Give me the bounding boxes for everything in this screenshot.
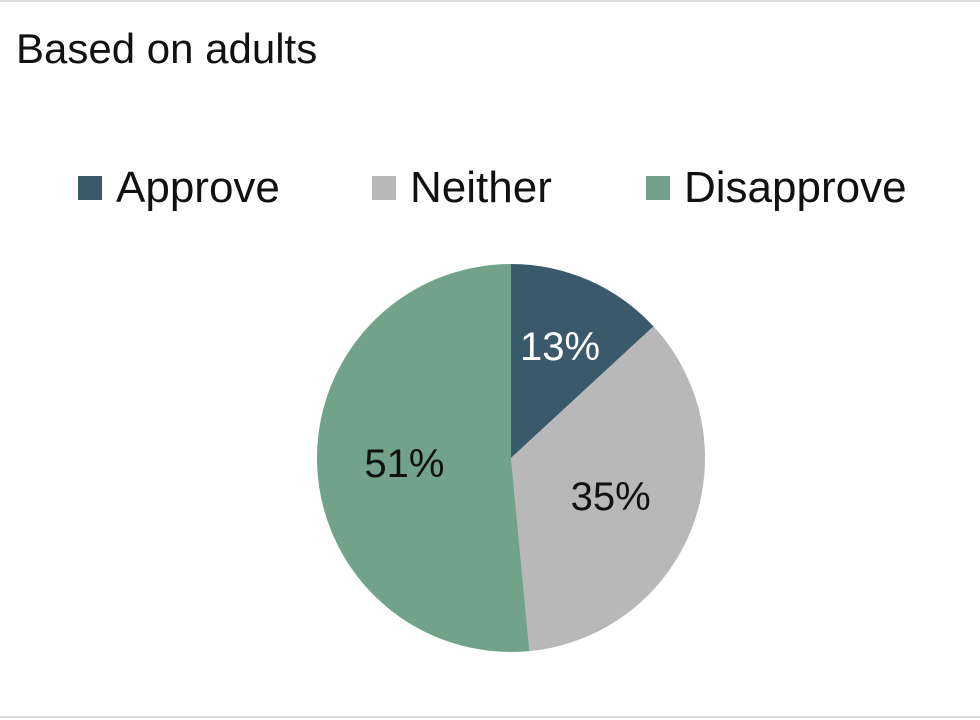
slice-label-approve: 13% [520,325,600,369]
legend-label-disapprove: Disapprove [684,163,907,212]
legend-item-neither: Neither [372,160,552,216]
legend-item-approve: Approve [78,160,280,216]
slice-label-disapprove: 51% [364,442,444,486]
legend-item-disapprove: Disapprove [646,160,907,216]
legend: Approve Neither Disapprove [0,160,980,216]
legend-swatch-approve [78,176,102,200]
legend-swatch-disapprove [646,176,670,200]
legend-label-approve: Approve [116,163,280,212]
bottom-border [0,716,980,718]
top-border [0,0,980,2]
chart-title: Based on adults [16,25,318,72]
pie-slice-neither [511,326,706,652]
slice-label-neither: 35% [571,475,651,519]
legend-swatch-neither [372,176,396,200]
pie-slice-approve [511,264,654,458]
legend-label-neither: Neither [410,163,552,212]
pie-slice-disapprove [317,264,530,652]
